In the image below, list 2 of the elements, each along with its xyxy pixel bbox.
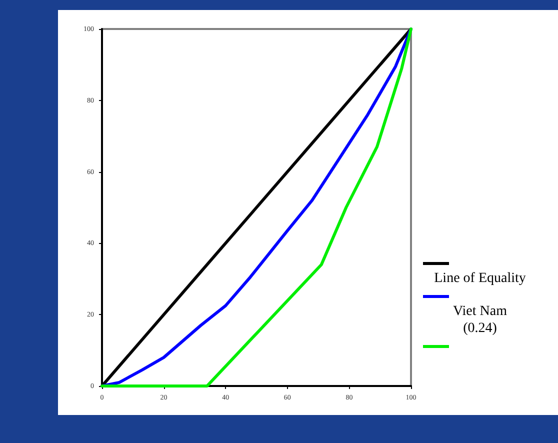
legend-label: Line of Equality xyxy=(434,271,526,286)
text: Viet Nam (0.24) xyxy=(453,304,508,336)
